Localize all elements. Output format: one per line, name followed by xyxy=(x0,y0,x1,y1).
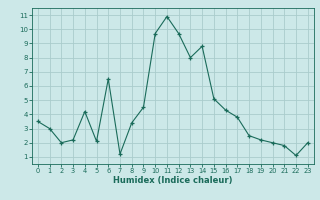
X-axis label: Humidex (Indice chaleur): Humidex (Indice chaleur) xyxy=(113,176,233,185)
